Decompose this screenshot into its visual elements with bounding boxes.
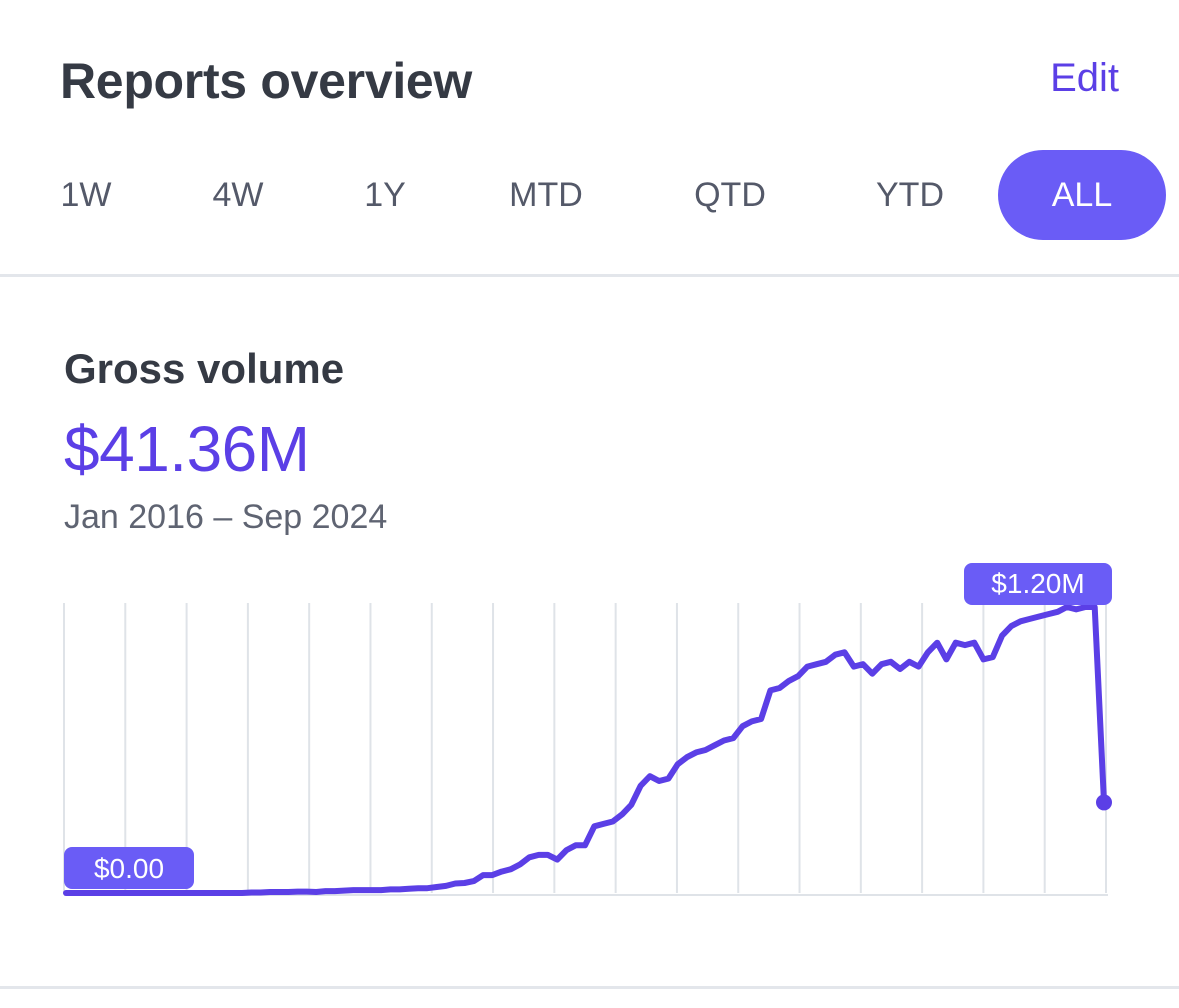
tab-ytd[interactable]: YTD [852, 150, 968, 240]
tab-1y[interactable]: 1Y [340, 150, 430, 240]
widget-title: Gross volume [64, 345, 345, 392]
range-tabs: 1W 4W 1Y MTD QTD YTD ALL [0, 150, 1179, 246]
gross-volume-chart[interactable]: $1.20M $0.00 [0, 555, 1179, 915]
tabs-divider [0, 274, 1179, 277]
max-value-label-text: $1.20M [991, 568, 1084, 599]
min-value-label-text: $0.00 [94, 853, 164, 884]
tab-all[interactable]: ALL [998, 150, 1166, 240]
series-line [63, 604, 1107, 896]
tab-qtd[interactable]: QTD [672, 150, 788, 240]
tab-mtd[interactable]: MTD [486, 150, 606, 240]
gross-volume-value: $41.36M [64, 413, 310, 485]
min-value-label: $0.00 [64, 847, 194, 889]
end-point-marker [1096, 794, 1112, 811]
page-title: Reports overview [60, 53, 473, 109]
edit-button[interactable]: Edit [1050, 56, 1119, 100]
date-range: Jan 2016 – Sep 2024 [64, 498, 388, 536]
tab-1w[interactable]: 1W [36, 150, 136, 240]
max-value-label: $1.20M [964, 563, 1112, 605]
tab-4w[interactable]: 4W [186, 150, 290, 240]
bottom-divider [0, 986, 1179, 989]
